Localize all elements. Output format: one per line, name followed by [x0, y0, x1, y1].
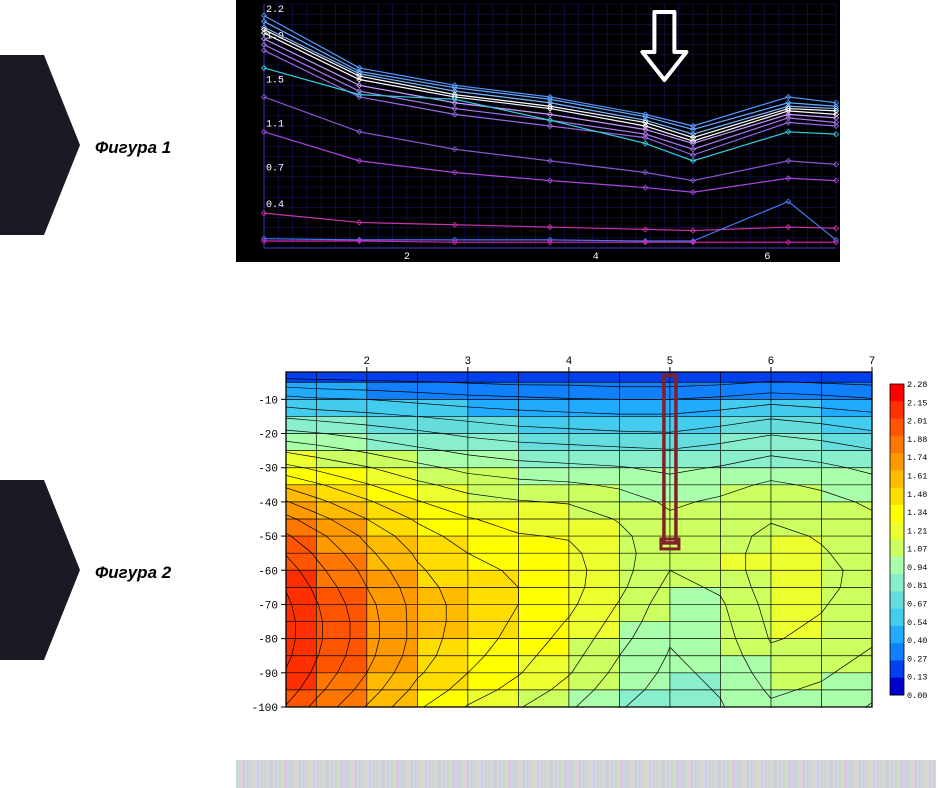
svg-text:0.54: 0.54 [907, 618, 927, 628]
figure-1-label: Фигура 1 [95, 138, 171, 158]
svg-text:4: 4 [593, 252, 599, 262]
svg-text:0.81: 0.81 [907, 581, 927, 591]
figure-2-chart: 2 3 4 5 6 7 -10 -20 -30 -40 -50 -60 -70 -80 -90 -100 2.2… [236, 348, 940, 713]
svg-text:2.15: 2.15 [907, 398, 927, 408]
svg-text:0.13: 0.13 [907, 673, 927, 683]
page: Фигура 1 Фигура 2 2.21.91.51.10.70.4246 … [0, 0, 940, 788]
svg-text:2.2: 2.2 [266, 5, 284, 16]
svg-text:-10: -10 [258, 395, 278, 407]
figure-2-svg: 2 3 4 5 6 7 -10 -20 -30 -40 -50 -60 -70 -80 -90 -100 2.2… [236, 348, 940, 713]
svg-text:1.07: 1.07 [907, 545, 927, 555]
svg-text:1.5: 1.5 [266, 76, 284, 87]
svg-text:-60: -60 [258, 566, 278, 578]
figure-2-label: Фигура 2 [95, 563, 171, 583]
svg-text:1.1: 1.1 [266, 120, 284, 131]
svg-text:1.21: 1.21 [907, 526, 927, 536]
svg-text:1.34: 1.34 [907, 508, 927, 518]
svg-text:6: 6 [768, 356, 775, 368]
svg-text:1.48: 1.48 [907, 490, 927, 500]
svg-text:2: 2 [364, 356, 371, 368]
svg-text:0.27: 0.27 [907, 654, 927, 664]
pointer-shape-2 [0, 480, 80, 660]
svg-text:0.7: 0.7 [266, 163, 284, 174]
svg-text:-90: -90 [258, 669, 278, 681]
svg-text:-40: -40 [258, 498, 278, 510]
noise-strip [236, 760, 936, 788]
figure-1-chart: 2.21.91.51.10.70.4246 [236, 0, 840, 262]
svg-text:7: 7 [869, 356, 876, 368]
svg-text:2: 2 [404, 252, 410, 262]
figure-1-svg: 2.21.91.51.10.70.4246 [236, 0, 840, 262]
svg-text:6: 6 [764, 252, 770, 262]
svg-text:2.01: 2.01 [907, 417, 927, 427]
svg-text:-100: -100 [252, 703, 278, 713]
svg-text:-50: -50 [258, 532, 278, 544]
svg-text:0.4: 0.4 [266, 200, 284, 211]
svg-text:1.88: 1.88 [907, 435, 927, 445]
svg-text:5: 5 [667, 356, 674, 368]
svg-text:0.00: 0.00 [907, 691, 927, 701]
svg-text:1.74: 1.74 [907, 453, 927, 463]
svg-text:2.28: 2.28 [907, 380, 927, 390]
svg-text:3: 3 [465, 356, 472, 368]
svg-text:-30: -30 [258, 464, 278, 476]
svg-text:1.61: 1.61 [907, 471, 927, 481]
svg-text:-70: -70 [258, 600, 278, 612]
svg-text:0.67: 0.67 [907, 600, 927, 610]
pointer-shape-1 [0, 55, 80, 235]
svg-text:-80: -80 [258, 635, 278, 647]
svg-text:-20: -20 [258, 430, 278, 442]
svg-text:0.94: 0.94 [907, 563, 927, 573]
svg-text:0.40: 0.40 [907, 636, 927, 646]
svg-text:4: 4 [566, 356, 573, 368]
